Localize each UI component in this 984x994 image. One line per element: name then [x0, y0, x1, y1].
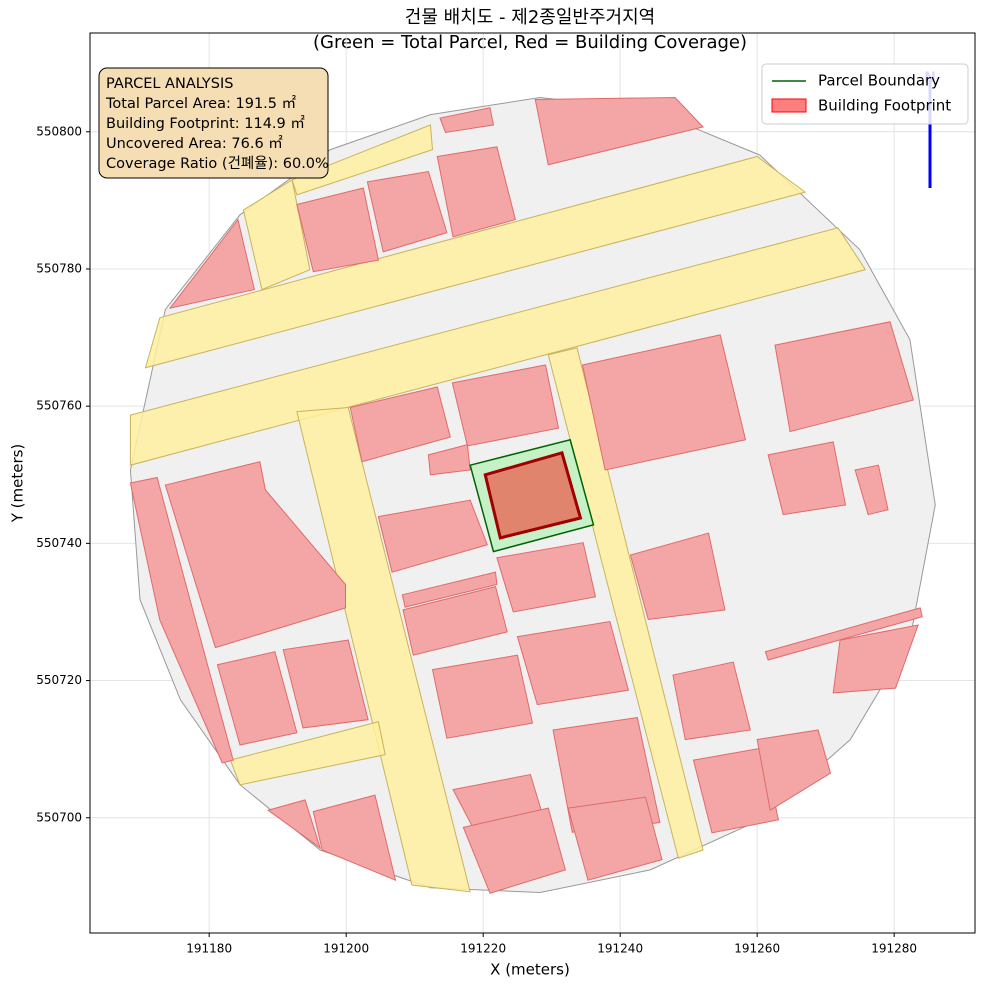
y-tick-label: 550740	[36, 536, 82, 550]
annotation-box	[98, 67, 329, 179]
building	[401, 571, 498, 608]
building	[402, 585, 508, 656]
chart-title: 건물 배치도 - 제2종일반주거지역	[405, 7, 655, 28]
building	[692, 747, 780, 834]
building	[349, 386, 451, 463]
building	[266, 799, 322, 850]
x-tick-label: 191240	[597, 942, 643, 956]
building	[282, 639, 369, 729]
legend-swatch	[771, 98, 807, 113]
building	[216, 651, 298, 746]
building	[312, 794, 397, 882]
x-axis-label: X (meters)	[490, 961, 570, 979]
x-tick-label: 191200	[323, 942, 369, 956]
building	[756, 729, 832, 812]
x-tick-label: 191260	[734, 942, 780, 956]
y-tick-label: 550800	[36, 124, 82, 138]
building	[451, 364, 560, 447]
building	[129, 476, 234, 764]
annotation-line: Uncovered Area: 76.6 ㎡	[106, 135, 283, 152]
road	[229, 721, 386, 786]
building	[534, 96, 705, 166]
target-building	[483, 450, 583, 540]
annotation-line: Coverage Ratio (건폐율): 60.0%	[106, 155, 329, 172]
y-axis-label: Y (meters)	[9, 444, 27, 524]
y-tick-label: 550700	[36, 810, 82, 824]
annotation-title: PARCEL ANALYSIS	[106, 76, 233, 92]
y-tick-label: 550720	[36, 673, 82, 687]
building	[462, 807, 566, 894]
building	[164, 461, 346, 649]
building	[629, 532, 726, 621]
building	[767, 441, 847, 516]
building	[854, 464, 889, 516]
building	[377, 499, 488, 573]
building	[496, 542, 597, 613]
chart-subtitle: (Green = Total Parcel, Red = Building Co…	[313, 32, 747, 53]
building	[764, 607, 923, 661]
building	[774, 321, 914, 433]
building	[366, 171, 448, 253]
x-tick-label: 191180	[186, 942, 232, 956]
building	[581, 334, 747, 471]
building	[168, 218, 255, 309]
plot-frame	[89, 32, 976, 934]
legend-box	[761, 63, 969, 125]
building	[436, 146, 516, 238]
y-tick-label: 550780	[36, 261, 82, 275]
road	[547, 347, 704, 859]
y-tick-label: 550760	[36, 399, 82, 413]
legend-label: Building Footprint	[818, 97, 951, 115]
annotation-line: Building Footprint: 114.9 ㎡	[106, 115, 305, 132]
building	[567, 796, 663, 881]
building	[427, 443, 471, 476]
road	[129, 227, 867, 466]
plot-area	[90, 33, 975, 933]
building	[439, 107, 495, 134]
building	[516, 621, 630, 706]
building	[431, 654, 534, 739]
building	[672, 661, 751, 741]
road	[144, 155, 807, 369]
annotation-line: Total Parcel Area: 191.5 ㎡	[105, 95, 297, 112]
x-tick-label: 191220	[460, 942, 506, 956]
road	[242, 178, 311, 291]
building	[296, 187, 379, 273]
x-tick-label: 191280	[871, 942, 917, 956]
road	[291, 124, 434, 196]
legend-label: Parcel Boundary	[818, 72, 940, 90]
building	[832, 624, 919, 694]
